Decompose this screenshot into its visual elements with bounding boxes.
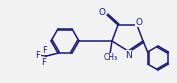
- Text: O: O: [136, 18, 142, 26]
- Text: N: N: [125, 50, 131, 60]
- Text: F: F: [36, 51, 40, 60]
- Text: O: O: [98, 7, 105, 17]
- Text: F: F: [42, 58, 46, 67]
- Text: CH₃: CH₃: [104, 54, 118, 62]
- Text: F: F: [42, 46, 47, 55]
